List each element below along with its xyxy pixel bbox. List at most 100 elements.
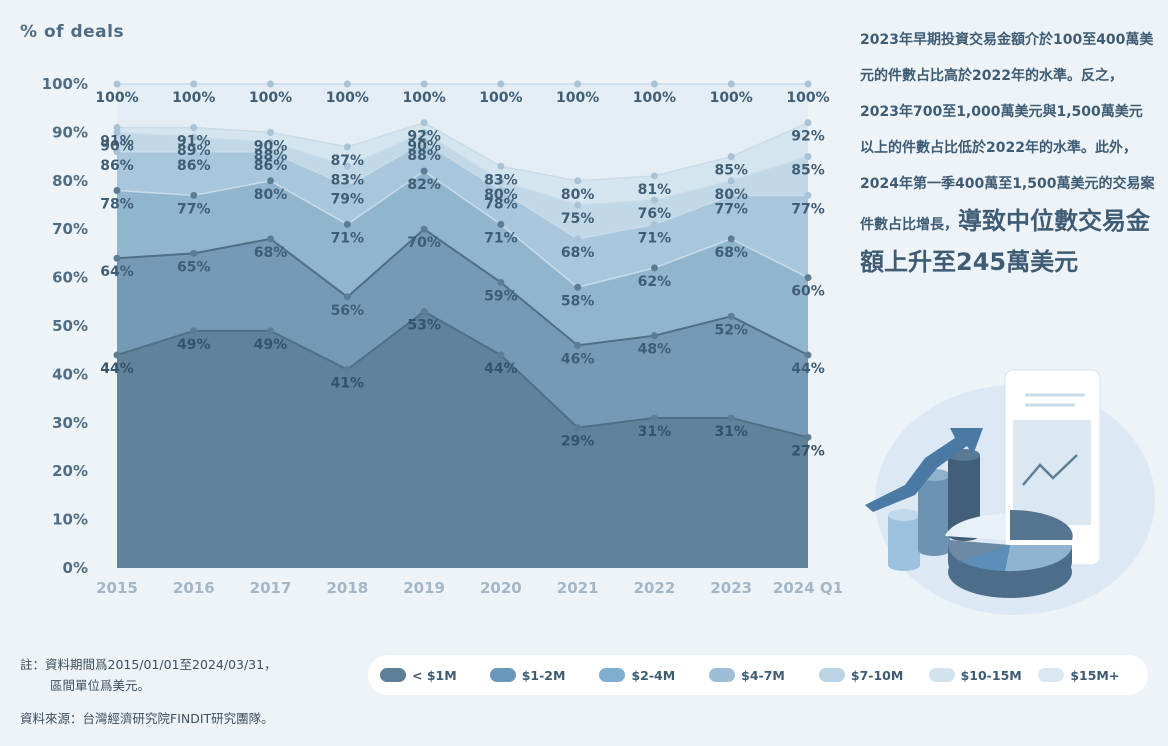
- side-body-text: 2023年早期投資交易金額介於100至400萬美元的件數占比高於2022年的水準…: [860, 32, 1155, 233]
- side-description: 2023年早期投資交易金額介於100至400萬美元的件數占比高於2022年的水準…: [860, 22, 1155, 284]
- data-point: [420, 225, 428, 233]
- y-axis-title: % of deals: [20, 22, 125, 42]
- data-label: 70%: [407, 235, 441, 251]
- x-tick-label: 2019: [403, 579, 445, 597]
- y-tick-label: 10%: [52, 511, 88, 529]
- legend-item: < $1M: [380, 668, 490, 683]
- data-point: [420, 80, 428, 88]
- data-label: 68%: [714, 245, 748, 261]
- x-tick-label: 2021: [557, 579, 599, 597]
- data-point: [574, 235, 582, 243]
- data-point: [190, 148, 198, 156]
- legend-swatch: [489, 668, 516, 682]
- data-point: [420, 138, 428, 146]
- data-point: [574, 424, 582, 432]
- legend-item: $15M+: [1038, 668, 1148, 683]
- legend-item: $10-15M: [928, 667, 1039, 683]
- data-label: 75%: [561, 211, 595, 227]
- data-label: 53%: [407, 317, 441, 333]
- footnote-line-1: 註：資料期間爲2015/01/01至2024/03/31，: [20, 657, 277, 672]
- data-point: [267, 177, 275, 185]
- y-tick-label: 50%: [52, 317, 88, 335]
- data-point: [574, 283, 582, 291]
- legend-label: $15M+: [1070, 667, 1120, 683]
- data-point: [650, 80, 658, 88]
- data-point: [497, 177, 505, 185]
- data-label: 79%: [331, 192, 365, 208]
- chart-legend: < $1M $1-2M $2-4M $4-7M $7-10M $10-15M $15M+: [368, 655, 1148, 695]
- data-label: 46%: [561, 351, 595, 367]
- data-label: 91%: [100, 134, 134, 150]
- data-label: 100%: [249, 90, 292, 106]
- data-label: 71%: [484, 230, 518, 246]
- data-label: 100%: [710, 90, 753, 106]
- data-point: [650, 196, 658, 204]
- data-label: 83%: [484, 172, 518, 188]
- data-label: 85%: [791, 163, 825, 179]
- data-label: 100%: [633, 90, 676, 106]
- data-point: [420, 128, 428, 136]
- data-label: 100%: [326, 90, 369, 106]
- data-point: [727, 312, 735, 320]
- legend-label: $10-15M: [960, 667, 1022, 683]
- legend-label: $4-7M: [741, 667, 785, 683]
- data-point: [727, 80, 735, 88]
- legend-swatch: [1038, 668, 1065, 682]
- data-label: 80%: [254, 187, 288, 203]
- data-point: [267, 327, 275, 335]
- y-tick-label: 70%: [52, 220, 88, 238]
- y-tick-label: 100%: [42, 75, 88, 93]
- data-label: 82%: [407, 177, 441, 193]
- data-point: [804, 153, 812, 161]
- legend-swatch: [709, 668, 736, 682]
- data-label: 91%: [177, 134, 211, 150]
- data-point: [343, 293, 351, 301]
- data-label: 87%: [331, 153, 365, 169]
- illustration: [865, 369, 1155, 615]
- data-point: [650, 264, 658, 272]
- y-tick-label: 30%: [52, 414, 88, 432]
- data-label: 92%: [791, 129, 825, 145]
- data-label: 80%: [714, 187, 748, 203]
- data-point: [343, 182, 351, 190]
- data-label: 86%: [254, 158, 288, 174]
- x-tick-label: 2022: [634, 579, 676, 597]
- data-label: 89%: [177, 143, 211, 159]
- data-point: [650, 414, 658, 422]
- data-point: [190, 133, 198, 141]
- data-label: 77%: [791, 201, 825, 217]
- data-point: [113, 124, 121, 132]
- data-label: 41%: [331, 376, 365, 392]
- data-point: [113, 186, 121, 194]
- legend-label: < $1M: [412, 667, 457, 683]
- y-tick-label: 0%: [63, 559, 88, 577]
- data-point: [267, 128, 275, 136]
- side-highlight-text: 導致中位數交易金額上升至245萬美元: [860, 207, 1150, 276]
- legend-label: $2-4M: [631, 667, 676, 683]
- y-tick-label: 60%: [52, 269, 88, 287]
- data-label: 52%: [714, 322, 748, 338]
- data-label: 62%: [638, 274, 672, 290]
- data-point: [343, 162, 351, 170]
- data-point: [804, 191, 812, 199]
- data-point: [804, 80, 812, 88]
- data-label: 78%: [484, 196, 518, 212]
- data-point: [574, 177, 582, 185]
- legend-item: $4-7M: [709, 668, 819, 683]
- data-label: 100%: [402, 90, 445, 106]
- legend-swatch: [599, 668, 626, 682]
- data-point: [650, 172, 658, 180]
- data-label: 49%: [254, 337, 288, 353]
- data-label: 71%: [331, 230, 365, 246]
- x-tick-label: 2023: [710, 579, 752, 597]
- data-point: [113, 254, 121, 262]
- series-line-2: [116, 170, 809, 289]
- pie-chart-icon: [945, 509, 1073, 598]
- data-label: 77%: [177, 201, 211, 217]
- data-point: [190, 191, 198, 199]
- data-label: 44%: [484, 361, 518, 377]
- data-point: [727, 414, 735, 422]
- data-label: 49%: [177, 337, 211, 353]
- data-label: 90%: [254, 138, 288, 154]
- legend-swatch: [928, 668, 955, 682]
